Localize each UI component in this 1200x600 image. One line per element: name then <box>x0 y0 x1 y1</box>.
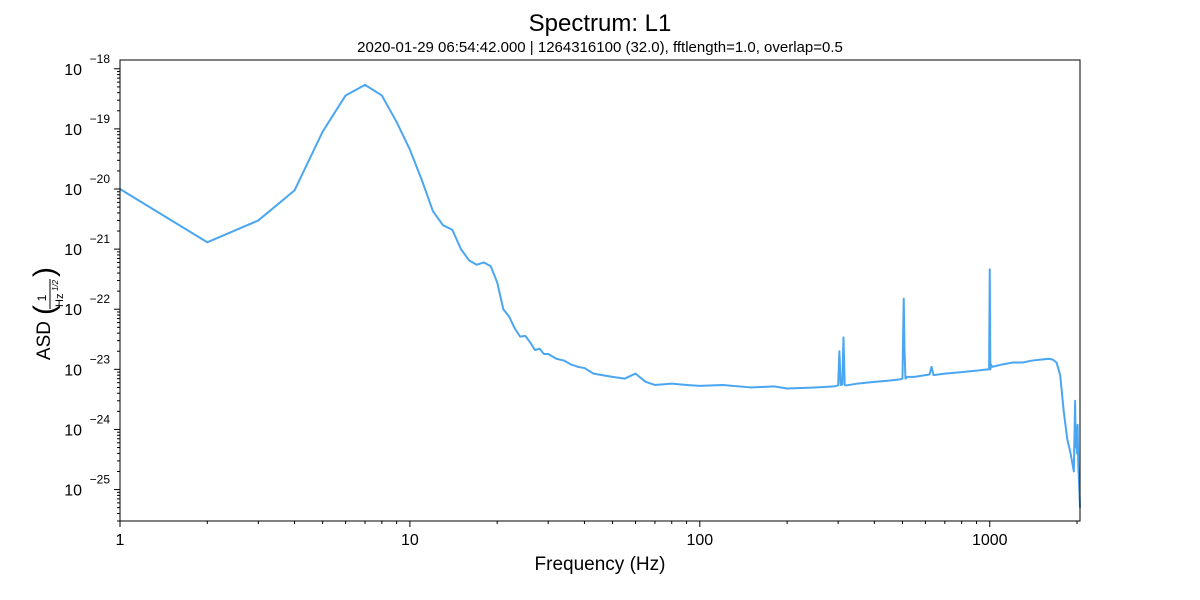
y-tick-mantissa: 10 <box>64 242 82 259</box>
y-axis-unit-numerator: 1 <box>35 294 49 301</box>
y-tick-label: −24 10 <box>64 412 110 439</box>
chart-subtitle: 2020-01-29 06:54:42.000 | 1264316100 (32… <box>357 39 843 56</box>
y-axis-label-group: ASD ( 1 Hz 1/2 ) <box>28 267 66 360</box>
y-tick-mantissa: 10 <box>64 362 82 379</box>
y-axis-unit-paren-close: ) <box>28 267 61 277</box>
x-tick-label: 10 <box>401 532 419 549</box>
y-tick-exponent: −25 <box>90 473 111 487</box>
y-tick-exponent: −19 <box>90 112 111 126</box>
y-tick-exponent: −20 <box>90 172 111 186</box>
y-tick-exponent: −22 <box>90 292 111 306</box>
y-axis-ticks: −25 10 −24 10 −23 10 −22 10 −21 10 −20 10 −19 10 −18 10 <box>64 52 120 522</box>
y-tick-label: −21 10 <box>64 232 110 259</box>
series-line-0 <box>119 83 1081 508</box>
y-tick-mantissa: 10 <box>64 182 82 199</box>
y-axis-unit-exponent: 1/2 <box>51 279 60 291</box>
y-tick-label: −18 10 <box>64 52 110 79</box>
y-tick-mantissa: 10 <box>64 302 82 319</box>
y-tick-mantissa: 10 <box>64 483 82 500</box>
y-axis-unit-paren-open: ( <box>28 305 61 315</box>
chart-title: Spectrum: L1 <box>529 10 672 37</box>
y-tick-exponent: −18 <box>90 52 111 66</box>
y-tick-label: −20 10 <box>64 172 110 199</box>
y-tick-mantissa: 10 <box>64 62 82 79</box>
y-tick-mantissa: 10 <box>64 122 82 139</box>
x-tick-label: 1000 <box>972 532 1008 549</box>
y-tick-exponent: −24 <box>90 412 111 426</box>
y-tick-label: −25 10 <box>64 473 110 500</box>
y-tick-exponent: −21 <box>90 232 111 246</box>
x-axis-label: Frequency (Hz) <box>535 554 666 575</box>
y-tick-label: −22 10 <box>64 292 110 319</box>
y-tick-mantissa: 10 <box>64 422 82 439</box>
y-tick-label: −19 10 <box>64 112 110 139</box>
plot-frame <box>119 59 1081 522</box>
y-tick-label: −23 10 <box>64 352 110 379</box>
x-tick-label: 1 <box>116 532 125 549</box>
y-axis-unit-denominator: Hz <box>54 294 66 307</box>
x-axis-ticks: 1 10 100 1000 <box>116 521 1078 549</box>
y-tick-exponent: −23 <box>90 352 111 366</box>
series-layer <box>119 83 1081 508</box>
y-axis-label: ASD <box>34 321 55 360</box>
x-tick-label: 100 <box>686 532 713 549</box>
